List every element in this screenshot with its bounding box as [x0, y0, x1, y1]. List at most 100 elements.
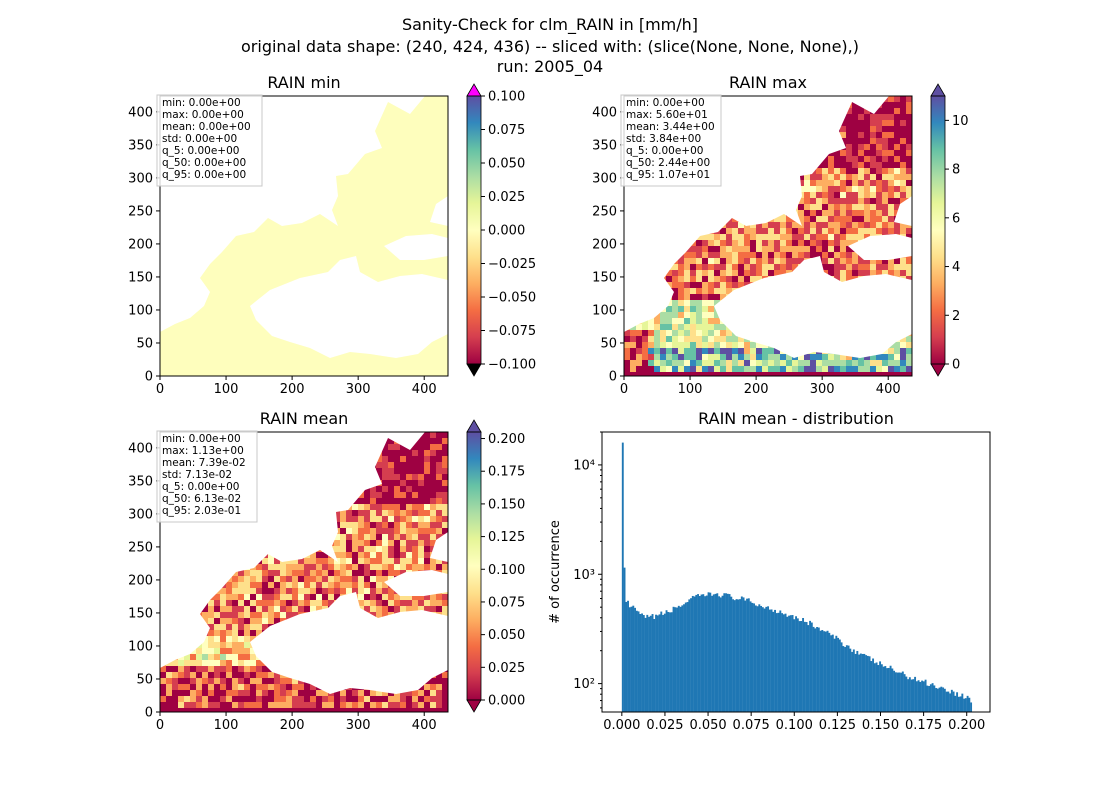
- colorbar-tick-label: 0.075: [488, 123, 525, 138]
- field-cell: [858, 198, 865, 205]
- field-cell: [274, 606, 281, 613]
- x-tick-label: 0.050: [689, 718, 726, 733]
- field-cell: [400, 516, 407, 523]
- field-cell: [328, 564, 335, 571]
- field-cell: [334, 594, 341, 601]
- field-cell: [840, 162, 847, 169]
- field-cell: [708, 372, 715, 376]
- histogram-bar: [691, 595, 694, 712]
- field-cell: [720, 366, 727, 373]
- field-cell: [762, 354, 769, 361]
- field-cell: [436, 678, 443, 685]
- field-cell: [268, 672, 275, 679]
- field-cell: [894, 96, 901, 103]
- field-cell: [364, 576, 371, 583]
- field-cell: [624, 354, 631, 361]
- field-cell: [726, 372, 733, 376]
- field-cell: [804, 360, 811, 367]
- field-cell: [786, 354, 793, 361]
- histogram-bar: [873, 663, 876, 712]
- y-tick-label: 100: [592, 303, 617, 318]
- field-cell: [442, 702, 448, 709]
- sea-mask: [894, 196, 912, 226]
- field-cell: [268, 594, 275, 601]
- histogram-bar: [803, 621, 806, 712]
- x-tick-label: 300: [346, 382, 371, 397]
- field-cell: [798, 246, 805, 253]
- colorbar-tick-label: 8: [952, 163, 960, 178]
- field-cell: [394, 456, 401, 463]
- field-cell: [436, 438, 443, 445]
- field-cell: [244, 678, 251, 685]
- field-cell: [696, 282, 703, 289]
- field-cell: [882, 150, 889, 157]
- field-cell: [238, 690, 245, 697]
- field-cell: [358, 600, 365, 607]
- field-cell: [714, 288, 721, 295]
- field-cell: [382, 582, 389, 589]
- x-tick-label: 400: [412, 718, 437, 733]
- field-cell: [262, 672, 269, 679]
- field-cell: [702, 312, 709, 319]
- field-cell: [906, 174, 912, 181]
- field-cell: [828, 354, 835, 361]
- field-cell: [322, 708, 329, 712]
- field-cell: [882, 132, 889, 139]
- field-cell: [708, 270, 715, 277]
- field-cell: [286, 576, 293, 583]
- field-cell: [370, 492, 377, 499]
- field-cell: [648, 336, 655, 343]
- field-cell: [672, 348, 679, 355]
- histogram-bar: [676, 607, 678, 712]
- field-cell: [666, 312, 673, 319]
- field-cell: [894, 360, 901, 367]
- field-cell: [714, 366, 721, 373]
- colorbar: 0.1000.0750.0500.0250.000−0.025−0.050−0.…: [466, 83, 536, 377]
- field-cell: [364, 528, 371, 535]
- field-cell: [654, 324, 661, 331]
- field-cell: [358, 570, 365, 577]
- field-cell: [888, 102, 895, 109]
- field-cell: [430, 600, 437, 607]
- field-cell: [328, 558, 335, 565]
- histogram-bar: [800, 621, 803, 712]
- field-cell: [196, 702, 203, 709]
- field-cell: [774, 222, 781, 229]
- field-cell: [786, 246, 793, 253]
- field-cell: [436, 594, 443, 601]
- field-cell: [232, 684, 239, 691]
- field-cell: [720, 234, 727, 241]
- field-cell: [346, 516, 353, 523]
- field-cell: [418, 468, 425, 475]
- field-cell: [424, 510, 431, 517]
- field-cell: [828, 198, 835, 205]
- histogram-bar: [639, 613, 642, 712]
- field-cell: [690, 300, 697, 307]
- field-cell: [424, 546, 431, 553]
- field-cell: [292, 570, 299, 577]
- field-cell: [436, 444, 443, 451]
- field-cell: [870, 138, 877, 145]
- field-cell: [382, 468, 389, 475]
- field-cell: [316, 582, 323, 589]
- field-cell: [708, 318, 715, 325]
- field-cell: [196, 678, 203, 685]
- field-cell: [648, 342, 655, 349]
- field-cell: [262, 612, 269, 619]
- field-cell: [810, 246, 817, 253]
- field-cell: [244, 654, 251, 661]
- field-cell: [762, 360, 769, 367]
- field-cell: [328, 696, 335, 703]
- field-cell: [888, 180, 895, 187]
- histogram-bar: [894, 672, 897, 712]
- histogram-bar: [688, 599, 691, 712]
- field-cell: [774, 228, 781, 235]
- stats-line: q_50: 6.13e-02: [162, 493, 241, 505]
- field-cell: [382, 588, 389, 595]
- field-cell: [412, 486, 419, 493]
- field-cell: [804, 240, 811, 247]
- field-cell: [196, 708, 203, 712]
- field-cell: [672, 360, 679, 367]
- field-cell: [630, 342, 637, 349]
- field-cell: [684, 372, 691, 376]
